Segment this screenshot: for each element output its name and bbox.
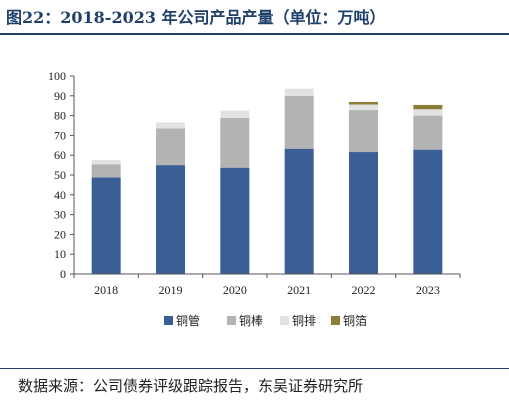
legend-label: 铜箔 xyxy=(343,313,367,328)
legend-label: 铜管 xyxy=(176,313,200,328)
x-tick-label: 2021 xyxy=(287,283,311,297)
bar-2018-2 xyxy=(91,164,121,178)
bar-2018-1 xyxy=(91,177,121,274)
x-tick-label: 2018 xyxy=(94,283,118,297)
bar-2023-1 xyxy=(413,149,443,274)
bar-2018-3 xyxy=(91,159,121,165)
x-tick-label: 2019 xyxy=(159,283,183,297)
bar-2021-2 xyxy=(284,95,314,149)
bar-2019-3 xyxy=(156,122,185,129)
bar-2022-3 xyxy=(349,104,378,111)
legend: 铜管 铜棒 铜排 铜箔 xyxy=(164,313,367,328)
bar-2020-3 xyxy=(220,110,250,118)
y-tick-label: 0 xyxy=(60,267,66,281)
legend-swatch xyxy=(331,316,340,325)
y-tick-label: 20 xyxy=(54,227,66,241)
y-tick-label: 80 xyxy=(54,109,66,123)
y-tick-label: 30 xyxy=(54,208,66,222)
axes-layer: 2018 2019 2020 2021 2022 2023 0 10 20 30 40 50 60 70 8… xyxy=(48,69,461,297)
bar-2023-2 xyxy=(413,115,443,150)
bar-2020-1 xyxy=(220,167,250,274)
x-tick-label: 2022 xyxy=(352,283,376,297)
x-tick-label: 2023 xyxy=(416,283,440,297)
bar-2022-2 xyxy=(349,110,378,153)
y-tick-label: 90 xyxy=(54,89,66,103)
legend-swatch xyxy=(164,316,173,325)
legend-label: 铜排 xyxy=(292,313,316,328)
legend-swatch xyxy=(280,316,289,325)
source-divider xyxy=(0,368,509,369)
bar-2023-3 xyxy=(413,109,443,116)
bar-2020-2 xyxy=(220,117,250,168)
bar-2019-2 xyxy=(156,128,185,166)
bar-2021-1 xyxy=(284,148,314,274)
y-tick-label: 10 xyxy=(54,247,66,261)
title-divider xyxy=(0,33,509,35)
bars-layer xyxy=(91,88,443,274)
y-tick-label: 50 xyxy=(54,168,66,182)
bar-2023-4 xyxy=(413,104,443,110)
x-tick-label: 2020 xyxy=(223,283,247,297)
y-tick-label: 100 xyxy=(48,69,66,83)
source-note: 数据来源：公司债券评级跟踪报告，东吴证券研究所 xyxy=(18,377,364,395)
bar-2021-3 xyxy=(284,88,314,96)
y-tick-label: 70 xyxy=(54,128,66,142)
bar-2019-1 xyxy=(156,165,185,274)
legend-label: 铜棒 xyxy=(239,313,263,328)
legend-swatch xyxy=(227,316,236,325)
y-tick-label: 60 xyxy=(54,148,66,162)
bar-2022-4 xyxy=(349,101,378,105)
chart-title: 图22：2018-2023 年公司产品产量（单位：万吨） xyxy=(6,8,386,27)
y-tick-label: 40 xyxy=(54,188,66,202)
bar-2022-1 xyxy=(349,152,378,274)
